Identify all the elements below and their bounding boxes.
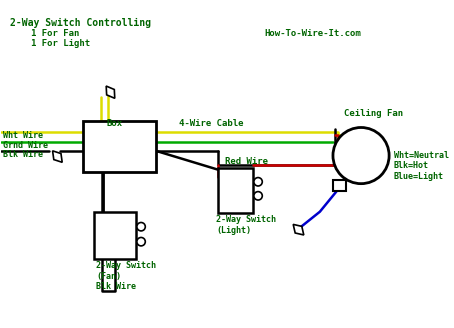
Bar (218, 168, 253, 213)
Text: 1 For Light: 1 For Light (31, 39, 90, 48)
Text: Blk Wire: Blk Wire (3, 150, 43, 159)
Bar (83, 121, 156, 173)
Text: Blk Wire: Blk Wire (96, 282, 136, 291)
Text: 1 For Fan: 1 For Fan (31, 29, 79, 38)
Polygon shape (293, 224, 304, 235)
Circle shape (254, 177, 262, 186)
Text: Wht Wire: Wht Wire (3, 131, 43, 140)
Bar (333, 180, 346, 191)
Text: Box: Box (106, 119, 123, 128)
Text: 2-Way Switch
(Light): 2-Way Switch (Light) (216, 215, 276, 235)
Text: Red Wire: Red Wire (225, 157, 268, 166)
Circle shape (333, 128, 389, 184)
Text: Ceiling Fan: Ceiling Fan (344, 109, 403, 118)
Circle shape (137, 237, 145, 246)
Text: How-To-Wire-It.com: How-To-Wire-It.com (265, 29, 361, 38)
Text: 2-Way Switch
(Fan): 2-Way Switch (Fan) (96, 261, 156, 281)
Text: 4-Wire Cable: 4-Wire Cable (178, 119, 243, 128)
Text: 2-Way Switch Controlling: 2-Way Switch Controlling (10, 18, 151, 28)
Text: Wht=Neutral
Blk=Hot
Blue=Light: Wht=Neutral Blk=Hot Blue=Light (394, 151, 449, 181)
Text: Grnd Wire: Grnd Wire (3, 141, 48, 150)
Polygon shape (106, 86, 115, 98)
Bar (94, 212, 136, 258)
Circle shape (254, 192, 262, 200)
Circle shape (137, 222, 145, 231)
Polygon shape (53, 151, 62, 162)
